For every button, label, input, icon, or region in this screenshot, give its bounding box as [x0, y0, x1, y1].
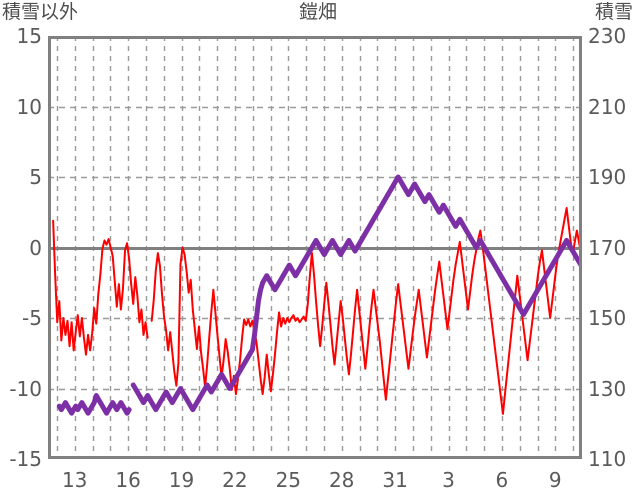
- left-tick-label: 10: [16, 94, 42, 119]
- x-tick-label: 25: [275, 468, 302, 492]
- plot-svg: [48, 36, 582, 459]
- left-tick-label: -15: [9, 447, 42, 471]
- right-axis-ticks: 230 210 190 170 150 130 110: [588, 26, 636, 469]
- x-axis-ticks: 13 16 19 22 25 28 31 3 6 9: [48, 466, 582, 498]
- chart-title: 鎧畑: [298, 1, 337, 23]
- right-tick-label: 150: [588, 306, 627, 330]
- x-tick-label: 6: [495, 468, 509, 492]
- x-tick-label: 13: [61, 468, 88, 492]
- plot-area: [48, 36, 582, 459]
- left-tick-label: -5: [22, 306, 42, 330]
- right-tick-label: 170: [588, 235, 627, 260]
- right-tick-label: 230: [588, 24, 627, 48]
- x-tick-label: 31: [382, 468, 408, 492]
- left-tick-label: 0: [29, 235, 42, 260]
- right-tick-label: 190: [588, 165, 627, 189]
- x-tick-label: 22: [222, 468, 248, 492]
- left-axis-ticks: 15 10 5 0 -5 -10 -15: [0, 26, 42, 469]
- right-tick-label: 130: [588, 376, 627, 401]
- left-tick-label: -10: [9, 376, 42, 401]
- x-tick-label: 3: [442, 468, 455, 492]
- x-tick-label: 28: [328, 468, 355, 492]
- left-tick-label: 15: [16, 24, 42, 48]
- x-tick-label: 16: [115, 468, 141, 492]
- right-tick-label: 210: [588, 94, 627, 119]
- x-tick-label: 9: [548, 468, 562, 492]
- right-axis-title: 積雪: [594, 1, 633, 23]
- data-series: [52, 174, 582, 416]
- x-tick-label: 19: [168, 468, 195, 492]
- right-tick-label: 110: [588, 447, 627, 471]
- plot-frame: [48, 36, 582, 459]
- left-axis-title: 積雪以外: [2, 1, 79, 23]
- left-tick-label: 5: [29, 165, 42, 189]
